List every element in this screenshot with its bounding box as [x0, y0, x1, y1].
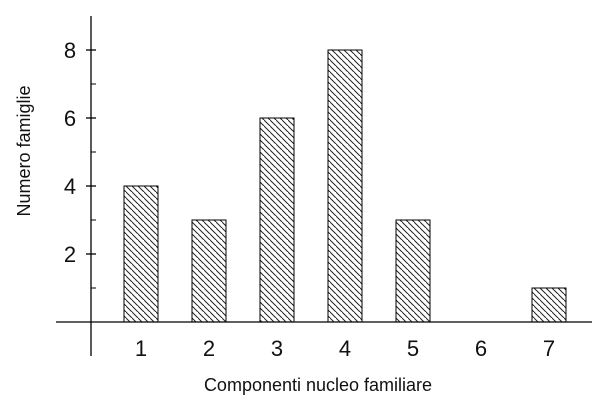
y-axis-title: Numero famiglie: [14, 85, 34, 216]
x-tick-label: 7: [543, 336, 555, 361]
bar-1: [123, 185, 159, 323]
x-tick-label: 4: [339, 336, 351, 361]
y-tick-label: 6: [64, 106, 76, 131]
y-tick-label: 8: [64, 38, 76, 63]
bar-5: [395, 219, 431, 323]
bar-7: [531, 287, 567, 323]
x-tick-label: 6: [475, 336, 487, 361]
labels-layer: 2 4 6 8 1 2 3 4 5 6 7: [64, 38, 555, 361]
x-tick-label: 1: [135, 336, 147, 361]
axes-layer: [56, 16, 592, 356]
bar-4: [327, 49, 363, 323]
bar-3: [259, 117, 295, 323]
bars-layer: [123, 49, 567, 323]
x-tick-label: 5: [407, 336, 419, 361]
y-tick-label: 4: [64, 174, 76, 199]
x-axis-title: Componenti nucleo familiare: [204, 375, 432, 395]
x-tick-label: 2: [203, 336, 215, 361]
bar-2: [191, 219, 227, 323]
y-tick-label: 2: [64, 242, 76, 267]
x-tick-label: 3: [271, 336, 283, 361]
